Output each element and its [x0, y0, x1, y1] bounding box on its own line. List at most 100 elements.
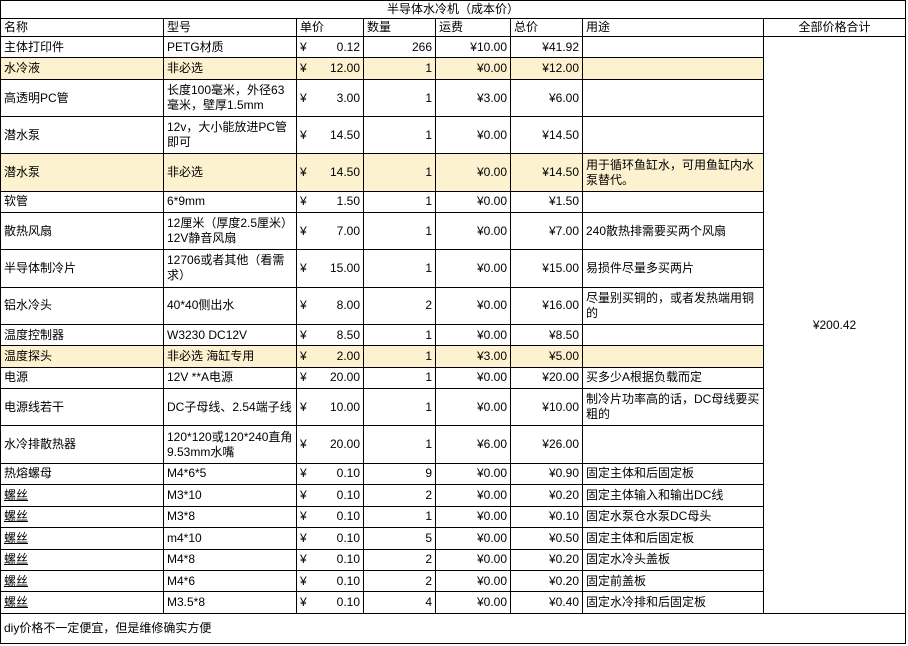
- cell-unit-price[interactable]: ¥7.00: [296, 212, 364, 251]
- cell-shipping[interactable]: ¥0.00: [435, 366, 511, 390]
- cell-shipping[interactable]: ¥10.00: [435, 35, 511, 59]
- cell-use[interactable]: 买多少A根据负载而定: [582, 366, 764, 390]
- cell-qty[interactable]: 1: [363, 345, 436, 368]
- cell-model[interactable]: 非必选 海缸专用: [163, 345, 297, 368]
- cell-use[interactable]: 固定前盖板: [582, 569, 764, 593]
- cell-model[interactable]: 12v，大小能放进PC管即可: [163, 116, 297, 155]
- column-header-unit-price[interactable]: 单价: [296, 18, 364, 37]
- cell-unit-price[interactable]: ¥0.10: [296, 548, 364, 571]
- cell-use[interactable]: [582, 345, 764, 368]
- cell-shipping[interactable]: ¥0.00: [435, 57, 511, 80]
- cell-unit-price[interactable]: ¥0.10: [296, 484, 364, 507]
- cell-name[interactable]: 螺丝: [0, 548, 164, 571]
- cell-total[interactable]: ¥10.00: [510, 388, 583, 427]
- cell-use[interactable]: [582, 323, 764, 347]
- cell-name[interactable]: 潜水泵: [0, 116, 164, 155]
- cell-use[interactable]: 制冷片功率高的话，DC母线要买粗的: [582, 388, 764, 427]
- cell-name[interactable]: 螺丝: [0, 591, 164, 614]
- cell-use[interactable]: [582, 78, 764, 118]
- cell-qty[interactable]: 1: [363, 425, 436, 464]
- cell-qty[interactable]: 1: [363, 388, 436, 427]
- cell-model[interactable]: M3*8: [163, 505, 297, 529]
- cell-qty[interactable]: 266: [363, 35, 436, 59]
- column-header-shipping[interactable]: 运费: [435, 18, 511, 37]
- cell-qty[interactable]: 4: [363, 591, 436, 614]
- cell-unit-price[interactable]: ¥14.50: [296, 153, 364, 192]
- cell-shipping[interactable]: ¥0.00: [435, 548, 511, 571]
- cell-total[interactable]: ¥15.00: [510, 249, 583, 288]
- cell-qty[interactable]: 1: [363, 190, 436, 214]
- cell-total[interactable]: ¥5.00: [510, 345, 583, 368]
- cell-model[interactable]: M4*8: [163, 548, 297, 571]
- cell-total[interactable]: ¥0.20: [510, 484, 583, 507]
- cell-model[interactable]: DC子母线、2.54端子线: [163, 388, 297, 427]
- cell-total[interactable]: ¥12.00: [510, 57, 583, 80]
- cell-name[interactable]: 螺丝: [0, 569, 164, 593]
- cell-unit-price[interactable]: ¥12.00: [296, 57, 364, 80]
- cell-total[interactable]: ¥0.90: [510, 462, 583, 486]
- column-header-grand-total[interactable]: 全部价格合计: [762, 18, 907, 37]
- cell-name[interactable]: 主体打印件: [0, 35, 164, 59]
- cell-total[interactable]: ¥6.00: [510, 78, 583, 118]
- cell-name[interactable]: 螺丝: [0, 527, 164, 550]
- cell-qty[interactable]: 1: [363, 116, 436, 155]
- cell-use[interactable]: [582, 425, 764, 464]
- cell-shipping[interactable]: ¥0.00: [435, 484, 511, 507]
- cell-use[interactable]: 固定水冷头盖板: [582, 548, 764, 571]
- cell-use[interactable]: 固定主体和后固定板: [582, 462, 764, 486]
- cell-unit-price[interactable]: ¥10.00: [296, 388, 364, 427]
- cell-unit-price[interactable]: ¥0.12: [296, 35, 364, 59]
- column-header-qty[interactable]: 数量: [363, 18, 436, 37]
- cell-use[interactable]: 固定主体输入和输出DC线: [582, 484, 764, 507]
- cell-total[interactable]: ¥0.50: [510, 527, 583, 550]
- cell-model[interactable]: 6*9mm: [163, 190, 297, 214]
- cell-name[interactable]: 电源: [0, 366, 164, 390]
- column-header-total[interactable]: 总价: [510, 18, 583, 37]
- cell-shipping[interactable]: ¥6.00: [435, 425, 511, 464]
- column-header-model[interactable]: 型号: [163, 18, 297, 37]
- cell-use[interactable]: [582, 116, 764, 155]
- cell-shipping[interactable]: ¥0.00: [435, 527, 511, 550]
- cell-unit-price[interactable]: ¥15.00: [296, 249, 364, 288]
- cell-name[interactable]: 水冷液: [0, 57, 164, 80]
- cell-model[interactable]: M4*6*5: [163, 462, 297, 486]
- cell-shipping[interactable]: ¥0.00: [435, 116, 511, 155]
- cell-name[interactable]: 散热风扇: [0, 212, 164, 251]
- cell-unit-price[interactable]: ¥0.10: [296, 569, 364, 593]
- cell-model[interactable]: 40*40侧出水: [163, 286, 297, 325]
- cell-total[interactable]: ¥8.50: [510, 323, 583, 347]
- cell-unit-price[interactable]: ¥20.00: [296, 366, 364, 390]
- column-header-name[interactable]: 名称: [0, 18, 164, 37]
- cell-model[interactable]: 12V **A电源: [163, 366, 297, 390]
- cell-name[interactable]: 软管: [0, 190, 164, 214]
- cell-use[interactable]: 尽量别买铜的，或者发热端用铜的: [582, 286, 764, 325]
- cell-shipping[interactable]: ¥0.00: [435, 212, 511, 251]
- cell-model[interactable]: M4*6: [163, 569, 297, 593]
- cell-shipping[interactable]: ¥3.00: [435, 345, 511, 368]
- cell-use[interactable]: 用于循环鱼缸水，可用鱼缸内水泵替代。: [582, 153, 764, 192]
- cell-use[interactable]: 固定水冷排和后固定板: [582, 591, 764, 614]
- cell-qty[interactable]: 2: [363, 569, 436, 593]
- cell-qty[interactable]: 1: [363, 323, 436, 347]
- cell-shipping[interactable]: ¥0.00: [435, 505, 511, 529]
- cell-use[interactable]: [582, 190, 764, 214]
- cell-shipping[interactable]: ¥0.00: [435, 249, 511, 288]
- cell-name[interactable]: 热熔螺母: [0, 462, 164, 486]
- cell-total[interactable]: ¥26.00: [510, 425, 583, 464]
- cell-total[interactable]: ¥20.00: [510, 366, 583, 390]
- cell-model[interactable]: 12厘米（厚度2.5厘米）12V静音风扇: [163, 212, 297, 251]
- cell-model[interactable]: M3.5*8: [163, 591, 297, 614]
- cell-total[interactable]: ¥1.50: [510, 190, 583, 214]
- cell-qty[interactable]: 1: [363, 505, 436, 529]
- cell-name[interactable]: 高透明PC管: [0, 78, 164, 118]
- cell-use[interactable]: 240散热排需要买两个风扇: [582, 212, 764, 251]
- cell-model[interactable]: W3230 DC12V: [163, 323, 297, 347]
- cell-unit-price[interactable]: ¥2.00: [296, 345, 364, 368]
- grand-total-cell[interactable]: ¥200.42: [762, 36, 907, 614]
- cell-total[interactable]: ¥0.20: [510, 569, 583, 593]
- cell-name[interactable]: 水冷排散热器: [0, 425, 164, 464]
- cell-total[interactable]: ¥16.00: [510, 286, 583, 325]
- cell-shipping[interactable]: ¥0.00: [435, 462, 511, 486]
- cell-qty[interactable]: 1: [363, 57, 436, 80]
- cell-total[interactable]: ¥0.10: [510, 505, 583, 529]
